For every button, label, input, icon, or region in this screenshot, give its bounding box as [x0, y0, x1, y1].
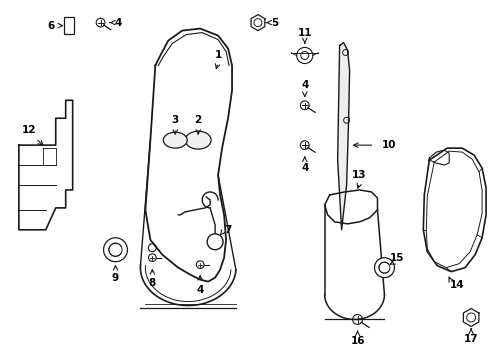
Polygon shape — [338, 42, 349, 230]
Text: 15: 15 — [390, 253, 405, 263]
Text: 10: 10 — [382, 140, 397, 150]
Text: 5: 5 — [271, 18, 278, 28]
Text: 1: 1 — [215, 50, 222, 60]
Text: 11: 11 — [297, 28, 312, 37]
Text: 7: 7 — [224, 225, 232, 235]
Text: 4: 4 — [301, 80, 309, 90]
Circle shape — [207, 234, 223, 250]
Circle shape — [103, 238, 127, 262]
Text: 8: 8 — [149, 278, 156, 288]
Text: 3: 3 — [172, 115, 179, 125]
Text: 4: 4 — [196, 284, 204, 294]
Text: 4: 4 — [301, 163, 309, 173]
Text: 17: 17 — [464, 334, 478, 345]
Circle shape — [148, 254, 156, 261]
Text: 2: 2 — [195, 115, 202, 125]
Text: 9: 9 — [112, 273, 119, 283]
Circle shape — [374, 258, 394, 278]
Text: 6: 6 — [47, 21, 54, 31]
Bar — [64, 17, 74, 34]
Text: 4: 4 — [115, 18, 122, 28]
Text: 12: 12 — [22, 125, 36, 135]
Circle shape — [196, 261, 204, 269]
Ellipse shape — [163, 132, 187, 148]
Text: 14: 14 — [450, 280, 465, 289]
Text: 13: 13 — [352, 170, 367, 180]
Ellipse shape — [185, 131, 211, 149]
Text: 16: 16 — [350, 336, 365, 346]
